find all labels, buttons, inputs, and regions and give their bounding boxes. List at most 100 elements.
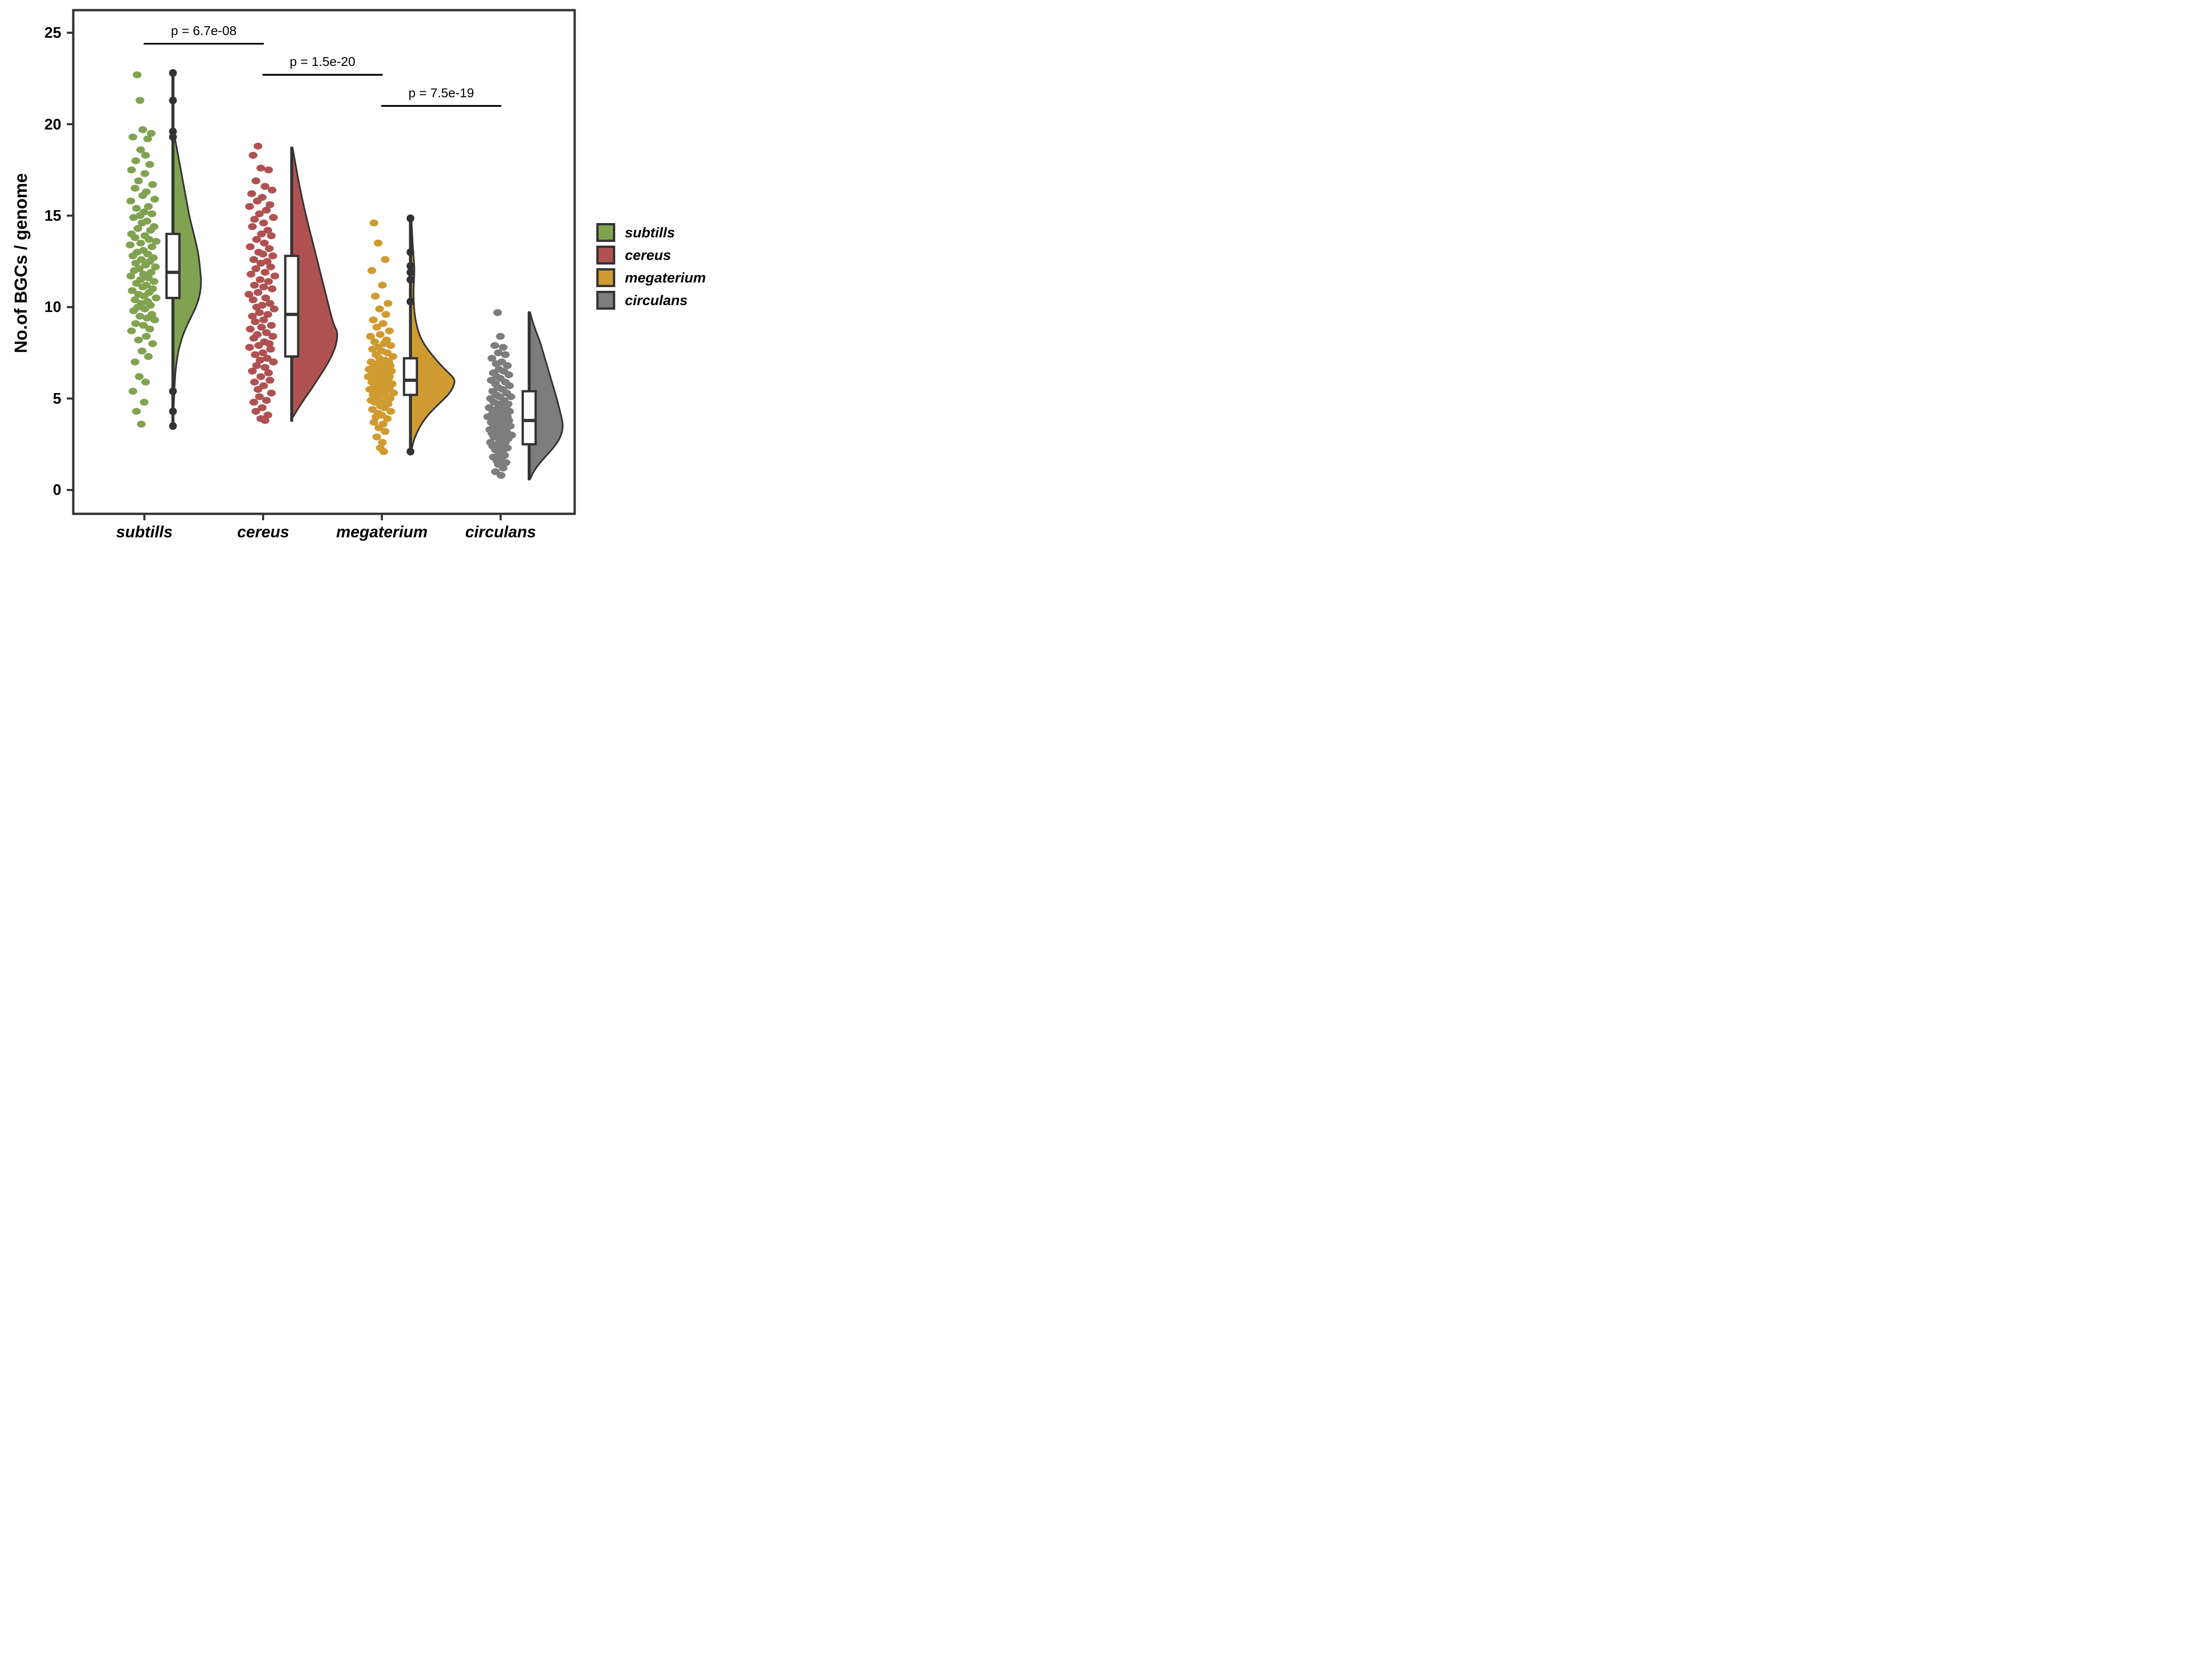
jitter-point-subtills (134, 336, 143, 344)
jitter-point-megaterium (381, 311, 390, 318)
jitter-point-subtills (131, 157, 141, 165)
outlier-point-megaterium (406, 297, 415, 306)
jitter-point-megaterium (381, 428, 390, 435)
jitter-point-subtills (148, 181, 157, 188)
y-tick-label: 0 (53, 481, 61, 499)
jitter-point-cereus (249, 256, 259, 263)
jitter-point-subtills (137, 219, 147, 227)
jitter-point-cereus (248, 152, 258, 159)
jitter-point-subtills (131, 259, 141, 267)
jitter-point-subtills (150, 195, 159, 203)
jitter-point-cereus (263, 412, 272, 419)
jitter-point-megaterium (374, 424, 383, 431)
jitter-point-megaterium (369, 219, 378, 227)
jitter-point-circulans (501, 351, 510, 359)
jitter-point-subtills (132, 205, 141, 212)
jitter-point-circulans (496, 472, 506, 479)
jitter-point-subtills (145, 236, 153, 243)
jitter-point-circulans (490, 342, 500, 349)
jitter-point-cereus (269, 358, 278, 365)
jitter-point-subtills (139, 322, 148, 329)
jitter-point-subtills (129, 307, 138, 314)
jitter-point-cereus (252, 236, 261, 243)
jitter-point-subtills (136, 146, 145, 153)
jitter-point-subtills (129, 267, 139, 274)
jitter-point-cereus (251, 318, 260, 325)
legend-swatch-circulans (596, 291, 615, 310)
box-subtills (165, 233, 181, 300)
jitter-point-subtills (127, 166, 136, 174)
jitter-point-circulans (506, 393, 516, 400)
jitter-point-cereus (260, 182, 270, 190)
jitter-point-cereus (256, 373, 265, 380)
x-category-label-subtills: subtills (116, 523, 173, 541)
jitter-point-cereus (262, 329, 271, 336)
jitter-point-megaterium (372, 433, 382, 441)
legend-label-circulans: circulans (625, 292, 688, 308)
jitter-point-cereus (249, 335, 259, 342)
jitter-point-megaterium (382, 415, 392, 423)
jitter-point-subtills (137, 347, 147, 355)
plot-svg (67, 9, 576, 520)
jitter-point-circulans (499, 344, 508, 351)
jitter-point-cereus (263, 311, 272, 318)
jitter-point-subtills (128, 252, 137, 259)
jitter-point-subtills (142, 314, 152, 322)
jitter-point-cereus (251, 265, 260, 272)
jitter-point-cereus (264, 166, 273, 174)
jitter-point-cereus (262, 397, 271, 404)
jitter-point-cereus (264, 278, 273, 285)
jitter-point-subtills (145, 325, 154, 333)
jitter-point-subtills (148, 340, 157, 347)
box-circulans (521, 390, 537, 446)
jitter-point-cereus (251, 351, 260, 359)
jitter-point-cereus (246, 243, 255, 250)
jitter-point-megaterium (383, 300, 393, 307)
jitter-point-cereus (270, 305, 279, 312)
legend-label-cereus: cereus (625, 247, 671, 263)
jitter-point-cereus (265, 201, 275, 208)
jitter-point-cereus (256, 259, 265, 267)
jitter-point-megaterium (374, 239, 383, 247)
jitter-point-circulans (483, 413, 492, 421)
jitter-point-cereus (267, 186, 276, 194)
jitter-point-circulans (488, 355, 497, 362)
jitter-point-cereus (259, 349, 268, 357)
panel-border (72, 9, 576, 515)
outlier-point-megaterium (406, 214, 415, 223)
jitter-point-subtills (141, 261, 150, 269)
jitter-point-subtills (141, 333, 151, 340)
jitter-point-subtills (130, 296, 140, 304)
jitter-point-cereus (247, 190, 256, 197)
jitter-point-subtills (138, 192, 147, 199)
outlier-point-subtills (169, 127, 177, 135)
jitter-point-subtills (137, 420, 146, 428)
jitter-point-cereus (246, 325, 255, 333)
jitter-point-megaterium (367, 267, 377, 274)
jitter-point-subtills (128, 388, 137, 395)
jitter-point-subtills (130, 234, 140, 241)
jitter-point-megaterium (388, 353, 398, 360)
jitter-point-cereus (247, 271, 256, 278)
jitter-point-cereus (255, 393, 264, 400)
outlier-point-megaterium (406, 276, 415, 284)
jitter-point-cereus (268, 252, 277, 259)
jitter-point-subtills (130, 358, 140, 365)
jitter-point-cereus (248, 296, 258, 304)
outlier-point-subtills (169, 69, 177, 77)
jitter-point-cereus (260, 364, 270, 371)
jitter-point-megaterium (368, 346, 377, 353)
jitter-point-cereus (269, 214, 278, 221)
jitter-point-cereus (257, 230, 266, 238)
jitter-point-circulans (499, 465, 508, 472)
jitter-point-subtills (126, 272, 135, 280)
jitter-point-cereus (245, 203, 254, 210)
jitter-point-megaterium (385, 327, 394, 335)
jitter-point-cereus (260, 269, 270, 276)
jitter-point-cereus (249, 399, 259, 406)
jitter-point-cereus (244, 291, 253, 298)
jitter-point-cereus (253, 197, 262, 205)
jitter-point-subtills (144, 353, 153, 360)
y-tick-label: 5 (53, 389, 61, 407)
jitter-point-cereus (266, 263, 275, 271)
